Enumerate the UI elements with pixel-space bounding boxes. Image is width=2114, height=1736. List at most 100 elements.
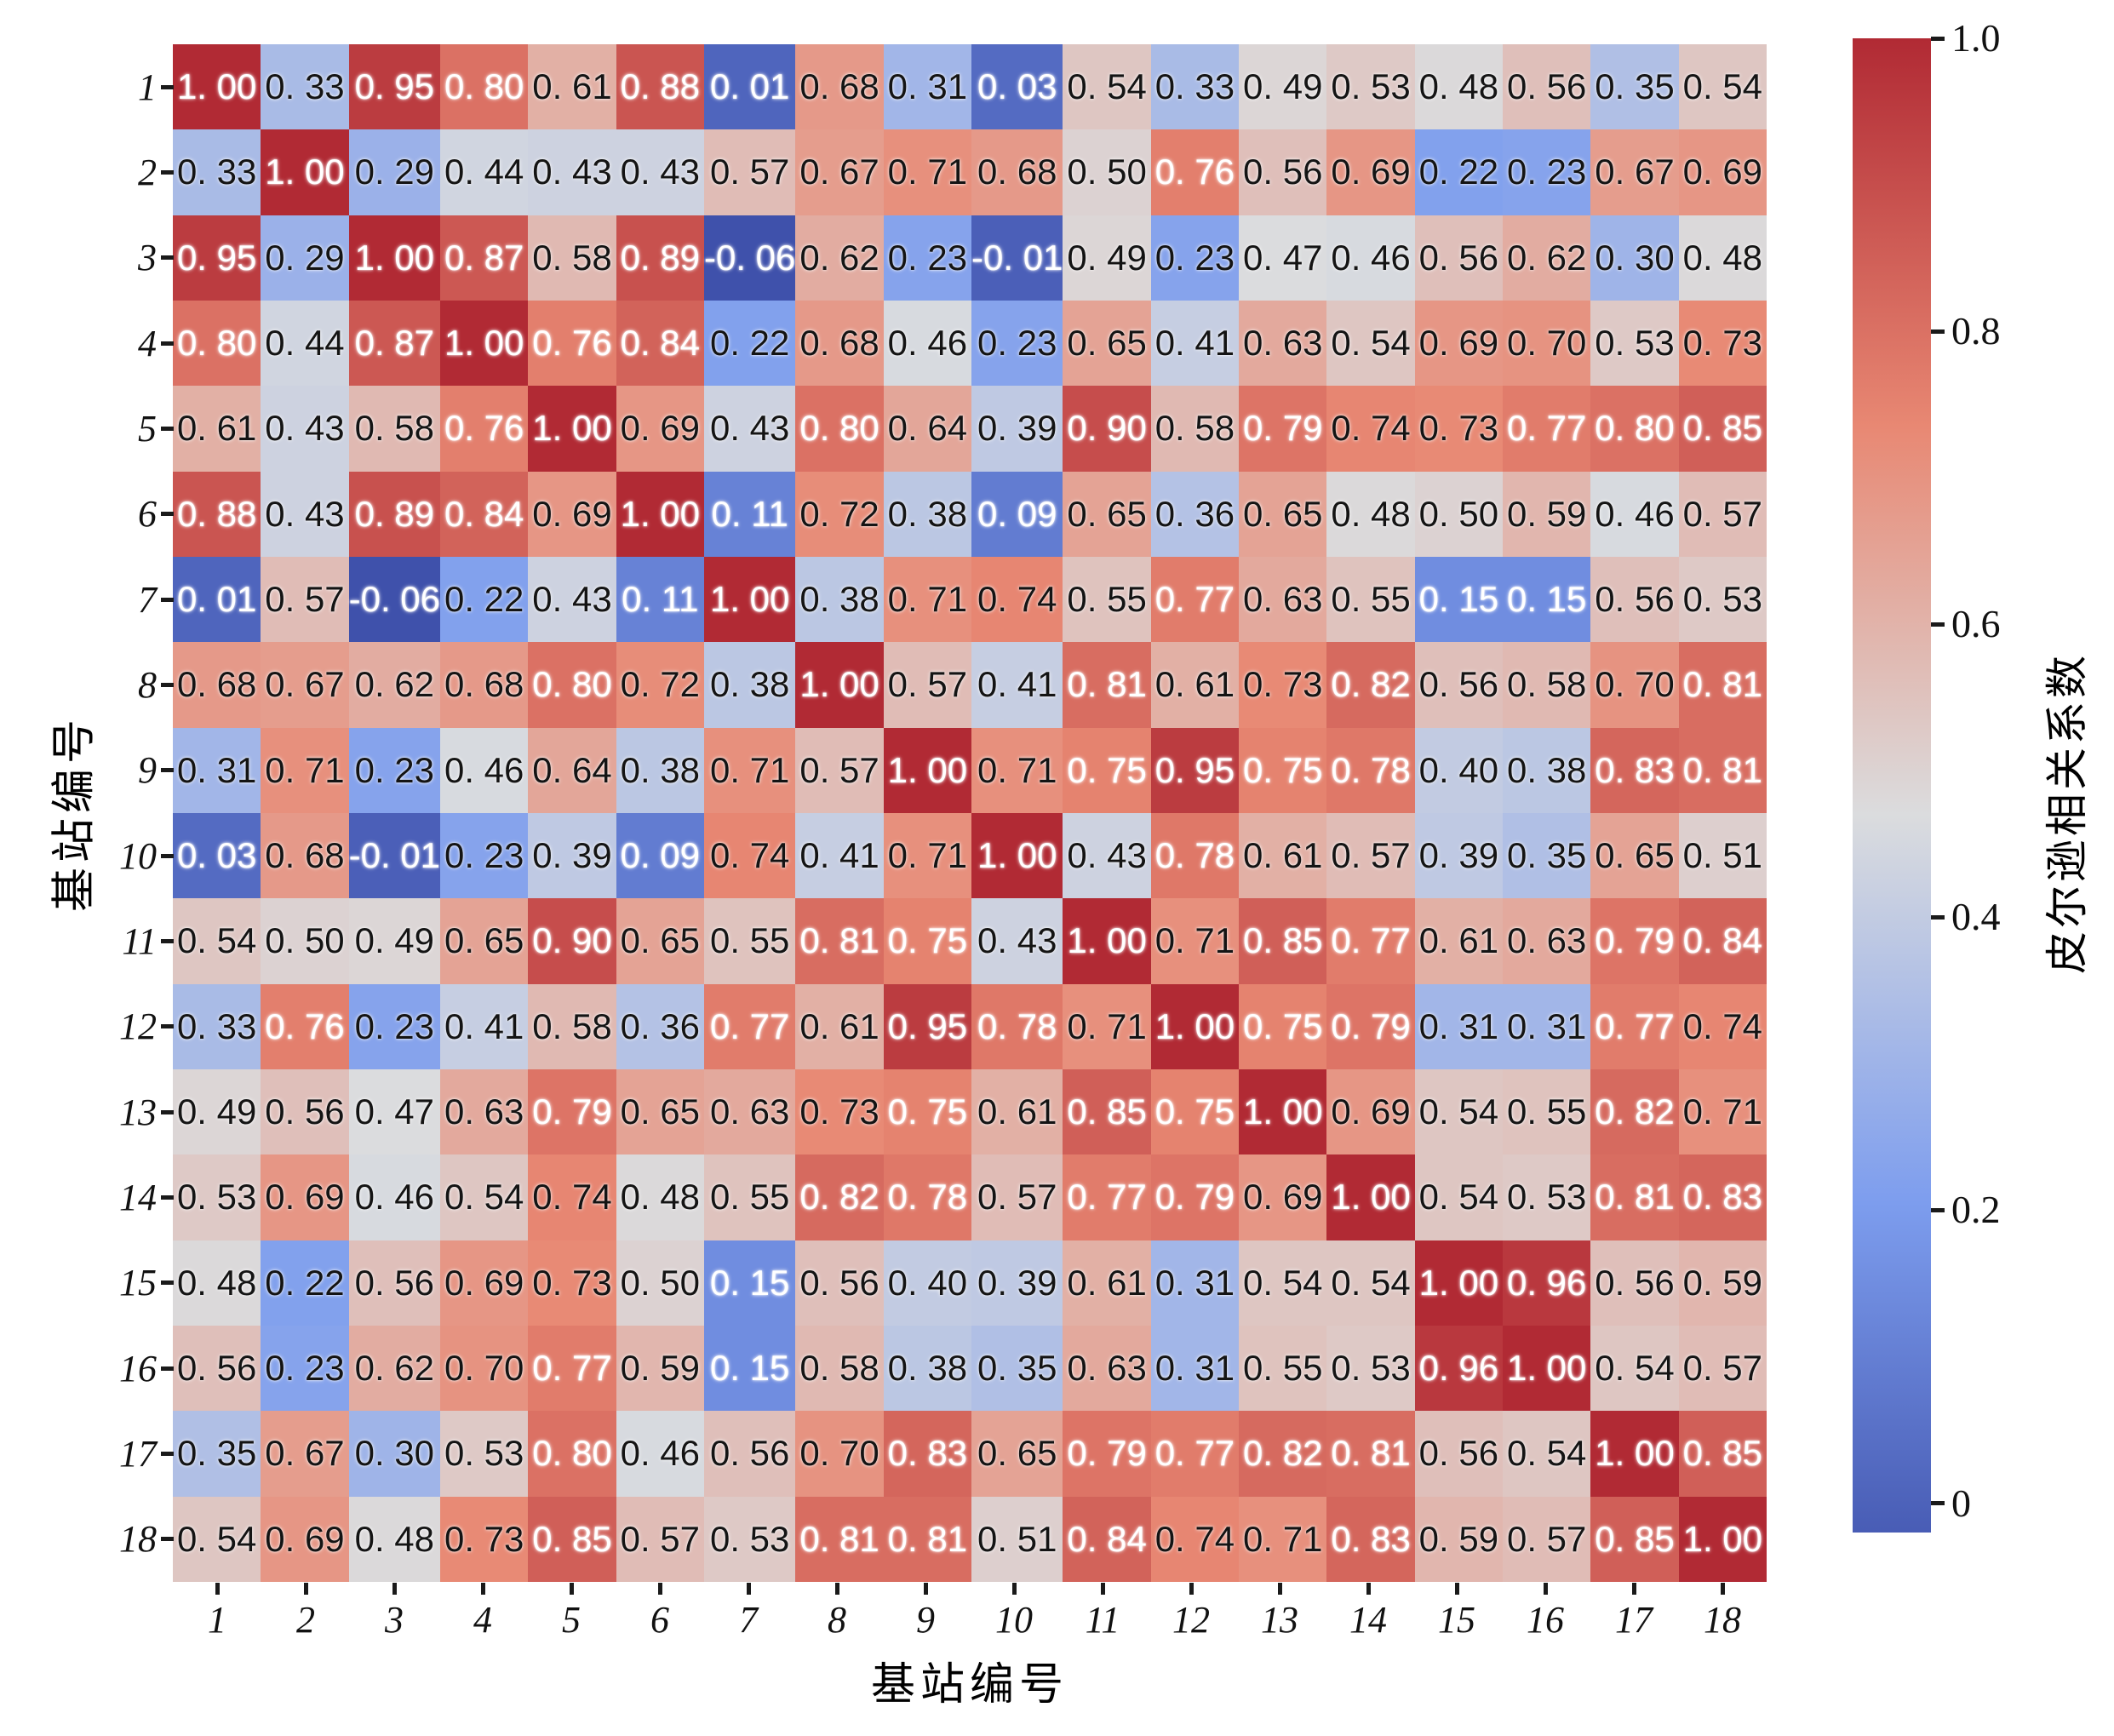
heatmap-cell: 0. 35 bbox=[1503, 813, 1591, 899]
heatmap-cell: 0. 68 bbox=[971, 129, 1063, 215]
heatmap-cell: 0. 68 bbox=[795, 44, 884, 130]
x-axis-tick-label: 1 bbox=[208, 1598, 226, 1641]
heatmap-cell: 0. 43 bbox=[1063, 813, 1151, 899]
heatmap-cell: 0. 89 bbox=[616, 215, 704, 301]
heatmap-cell: 0. 62 bbox=[348, 642, 441, 728]
heatmap-cell: 0. 30 bbox=[1590, 215, 1679, 301]
heatmap-cell: 0. 73 bbox=[1239, 642, 1327, 728]
heatmap-cell: 0. 96 bbox=[1503, 1240, 1591, 1326]
y-axis-tick-label: 11 bbox=[122, 920, 157, 962]
heatmap-cell: 0. 69 bbox=[1678, 129, 1767, 215]
x-tick-mark bbox=[1011, 1583, 1017, 1595]
heatmap-cell: 0. 59 bbox=[1678, 1240, 1767, 1326]
heatmap-cell: 0. 79 bbox=[1239, 386, 1327, 472]
heatmap-cell: 0. 68 bbox=[795, 301, 884, 387]
heatmap-cell: 0. 63 bbox=[1063, 1326, 1151, 1412]
heatmap-cell: 0. 23 bbox=[1503, 129, 1591, 215]
heatmap-cell: 0. 88 bbox=[173, 471, 261, 557]
heatmap-cell: 1. 00 bbox=[883, 727, 972, 813]
heatmap-cell: 0. 36 bbox=[616, 983, 704, 1069]
heatmap-cell: 0. 84 bbox=[440, 471, 529, 557]
heatmap-cell: 0. 38 bbox=[883, 1326, 972, 1412]
heatmap-cell: 0. 83 bbox=[1678, 1154, 1767, 1240]
x-axis-tick-label: 17 bbox=[1615, 1598, 1653, 1641]
heatmap-cell: 0. 38 bbox=[1503, 727, 1591, 813]
heatmap-cell: 1. 00 bbox=[348, 215, 441, 301]
x-axis-tick-label: 18 bbox=[1704, 1598, 1741, 1641]
heatmap-cell: 0. 81 bbox=[795, 898, 884, 984]
colorbar-tick-label: 0.6 bbox=[1951, 602, 2001, 646]
heatmap-cell: 0. 29 bbox=[261, 215, 349, 301]
heatmap-cell: 0. 76 bbox=[261, 983, 349, 1069]
heatmap-cell: 0. 33 bbox=[173, 983, 261, 1069]
heatmap-cell: 0. 44 bbox=[261, 301, 349, 387]
y-tick-mark bbox=[161, 1537, 174, 1542]
heatmap-cell: 0. 62 bbox=[348, 1326, 441, 1412]
heatmap-cell: 0. 54 bbox=[1414, 1154, 1504, 1240]
y-axis-tick-label: 16 bbox=[119, 1347, 157, 1389]
heatmap-cell: 0. 46 bbox=[1326, 215, 1415, 301]
heatmap-cell: 0. 76 bbox=[528, 301, 616, 387]
heatmap-cell: 0. 54 bbox=[173, 1496, 261, 1582]
heatmap-cell: 1. 00 bbox=[1326, 1154, 1415, 1240]
heatmap-cell: 0. 11 bbox=[616, 557, 704, 643]
x-axis-tick-label: 10 bbox=[995, 1598, 1033, 1641]
heatmap-cell: 0. 71 bbox=[1239, 1496, 1327, 1582]
y-tick-mark bbox=[161, 512, 174, 517]
heatmap-cell: 0. 54 bbox=[1063, 44, 1151, 130]
heatmap-cell: 0. 74 bbox=[1150, 1496, 1240, 1582]
heatmap-cell: 0. 82 bbox=[1590, 1069, 1679, 1155]
y-tick-mark bbox=[161, 1024, 174, 1029]
y-axis-tick-label: 8 bbox=[138, 663, 157, 706]
heatmap-cell: 0. 81 bbox=[1326, 1411, 1415, 1497]
heatmap-cell: 0. 54 bbox=[1678, 44, 1767, 130]
y-axis-tick-label: 2 bbox=[138, 151, 157, 193]
heatmap-cell: 0. 65 bbox=[616, 898, 704, 984]
x-axis-tick-label: 3 bbox=[385, 1598, 404, 1641]
heatmap-cell: 0. 48 bbox=[173, 1240, 261, 1326]
heatmap-cell: 0. 85 bbox=[1590, 1496, 1679, 1582]
heatmap-cell: 0. 71 bbox=[1678, 1069, 1767, 1155]
heatmap-cell: 0. 90 bbox=[528, 898, 616, 984]
heatmap-cell: 0. 69 bbox=[1239, 1154, 1327, 1240]
heatmap-cell: 0. 77 bbox=[1590, 983, 1679, 1069]
heatmap-cell: 0. 54 bbox=[1326, 301, 1415, 387]
heatmap-cell: 0. 39 bbox=[971, 1240, 1063, 1326]
x-axis-tick-label: 7 bbox=[739, 1598, 758, 1641]
heatmap-cell: 0. 73 bbox=[795, 1069, 884, 1155]
heatmap-grid: 1. 00 0. 33 0. 95 0. 80 0. 61 0. 88 0. 01 0. 68… bbox=[173, 44, 1767, 1582]
heatmap-cell: 0. 71 bbox=[883, 557, 972, 643]
y-axis-tick-label: 17 bbox=[119, 1432, 157, 1475]
heatmap-cell: 0. 79 bbox=[1063, 1411, 1151, 1497]
x-tick-mark bbox=[923, 1583, 928, 1595]
heatmap-cell: 0. 41 bbox=[440, 983, 529, 1069]
heatmap-cell: 0. 84 bbox=[1678, 898, 1767, 984]
heatmap-cell: 0. 78 bbox=[1150, 813, 1240, 899]
heatmap-cell: 0. 59 bbox=[1503, 471, 1591, 557]
heatmap-cell: 0. 31 bbox=[883, 44, 972, 130]
heatmap-cell: 1. 00 bbox=[173, 44, 261, 130]
heatmap-cell: 0. 69 bbox=[1326, 1069, 1415, 1155]
heatmap-cell: 0. 95 bbox=[173, 215, 261, 301]
colorbar-tick-mark bbox=[1931, 622, 1945, 627]
y-tick-mark bbox=[161, 84, 174, 89]
y-axis-tick-label: 15 bbox=[119, 1262, 157, 1304]
heatmap-cell: 0. 43 bbox=[971, 898, 1063, 984]
heatmap-cell: 0. 15 bbox=[703, 1326, 796, 1412]
heatmap-cell: 0. 58 bbox=[1150, 386, 1240, 472]
x-tick-mark bbox=[392, 1583, 397, 1595]
heatmap-cell: 0. 55 bbox=[1063, 557, 1151, 643]
heatmap-cell: 1. 00 bbox=[703, 557, 796, 643]
heatmap-cell: 0. 57 bbox=[703, 129, 796, 215]
x-tick-mark bbox=[746, 1583, 751, 1595]
heatmap-cell: 0. 55 bbox=[703, 898, 796, 984]
heatmap-cell: 0. 50 bbox=[1414, 471, 1504, 557]
heatmap-cell: 0. 83 bbox=[1590, 727, 1679, 813]
heatmap-cell: 0. 69 bbox=[616, 386, 704, 472]
heatmap-cell: 0. 85 bbox=[1239, 898, 1327, 984]
heatmap-cell: 0. 79 bbox=[1150, 1154, 1240, 1240]
heatmap-cell: 0. 46 bbox=[616, 1411, 704, 1497]
colorbar-tick-label: 0.2 bbox=[1951, 1188, 2001, 1232]
heatmap-cell: 0. 41 bbox=[971, 642, 1063, 728]
heatmap-cell: 0. 56 bbox=[1414, 642, 1504, 728]
